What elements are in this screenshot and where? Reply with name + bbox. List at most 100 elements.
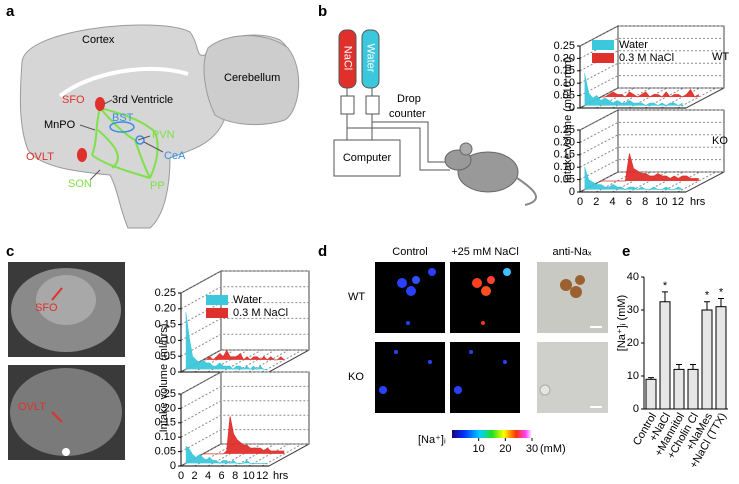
significance: * [705,290,710,302]
grid-line [579,75,724,97]
grid-line [579,87,724,109]
trace-fill [600,153,699,181]
x-axis-label: hrs [273,470,289,482]
computer-label: Computer [343,152,392,164]
legend-swatch [592,40,614,50]
grid-line [644,87,684,109]
back-wall [220,371,310,445]
micro-image [537,342,608,413]
pointer [79,99,164,181]
grid-line [579,159,724,181]
grid-line [579,109,724,131]
y-tick-label: 0 [633,403,639,415]
cell [406,286,416,296]
error-bar [648,377,654,380]
y-tick-label: 0 [569,102,575,114]
cell [412,276,420,284]
x-tick-label: 12 [672,196,684,208]
trace-line [600,88,699,98]
x-tick-label: 6 [626,196,632,208]
drop-counter [365,95,380,115]
x-tick-label: 0 [577,196,583,208]
grid-line [579,25,724,47]
panel-label: c [6,243,14,260]
legend-swatch [206,308,228,318]
cell [487,276,495,284]
column-label: Control [392,246,427,258]
brain-diagram: Cortex Cerebellum SFO 3rd Ventricle MnPO… [19,24,300,229]
grid-line [579,50,724,72]
y-tick-label: 20 [627,337,639,349]
panel-label: b [318,3,327,20]
grid-line [677,171,717,193]
grid-line [579,134,724,156]
imaging-panel [375,262,608,413]
grid-line [661,171,700,193]
x-tick-label: 0 [178,470,184,482]
scale-bar [590,326,602,328]
y-tick-label: 0.05 [554,174,575,186]
grid-line [579,37,724,59]
y-tick-label: 0.20 [554,52,575,64]
colorbar-label: [Na⁺]ᵢ [418,434,446,446]
drop-counter [340,95,355,115]
computer-box [333,139,401,177]
grid-line [180,270,309,294]
panel-label: e [622,243,630,260]
region-label: OVLT [26,151,54,163]
colorbar-unit: (mM) [540,443,566,455]
y-axis-label: [Na⁺]ᵢ (mM) [616,295,628,351]
section-tissue [10,368,122,456]
cell [481,286,491,296]
y-axis-label: Intake volume (ml/hrs) [158,324,170,433]
x-tick-label: 2 [191,470,197,482]
micro-image [375,342,445,413]
error-bar [704,301,710,310]
bar [715,306,727,410]
corpus-callosum [58,67,189,98]
panel-label: a [6,3,15,20]
legend-label: Water [619,39,648,51]
cell [575,275,585,285]
image-label: SFO [35,302,58,314]
x-tick-label: 10 [243,470,255,482]
scale-bar [590,406,602,408]
micro-image [537,262,608,333]
region-label: BST [112,112,134,124]
bar [687,368,699,410]
y-axis-label: Intake volume (ml/10 min) [562,57,574,184]
y-tick-label: 0.25 [155,287,176,299]
x-tick-label: 8 [232,470,238,482]
trace-fill [600,89,699,97]
grid-line [180,317,309,341]
x-axis-label: hrs [690,196,706,208]
cell [503,360,507,364]
cea-region [135,135,145,145]
y-tick-label: 0.20 [155,402,176,414]
legend-label: 0.3 M NaCl [233,307,288,319]
trace-fill [185,446,268,464]
legend-label: Water [233,294,262,306]
bst-region [109,121,135,133]
bar [659,301,671,410]
cells [379,268,602,408]
bottle-label: NaCl [342,46,354,70]
y-tick-label: 0.15 [155,417,176,429]
colorbar-tick-label: 30 [526,443,538,455]
grid-line [661,87,700,109]
cell [394,350,398,354]
grid-line [579,146,724,168]
colorbar-tick-label: 10 [473,443,485,455]
y-tick-label: 0 [569,186,575,198]
grid-line [612,87,651,109]
grid-line [596,171,635,193]
significance: * [663,280,668,292]
cell [472,278,482,288]
y-tick-label: 0.15 [554,65,575,77]
colorbar [452,430,532,438]
grid-line [579,171,619,193]
error-bar [662,291,668,302]
column-label: +25 mM NaCl [451,246,519,258]
